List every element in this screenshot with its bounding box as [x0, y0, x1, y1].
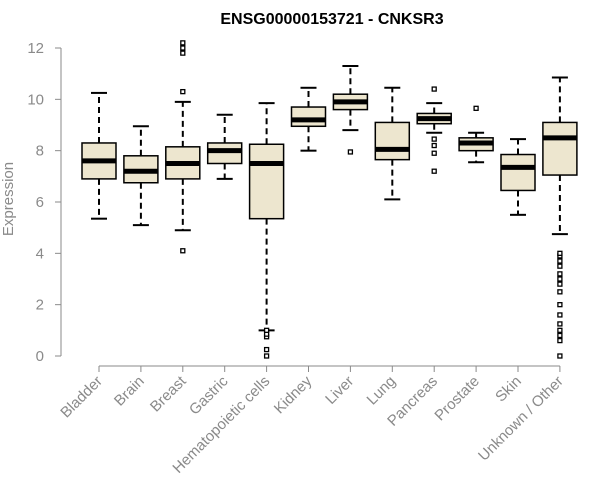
y-tick-label: 12 — [27, 40, 44, 57]
outlier-point — [431, 142, 437, 149]
iqr-box — [290, 106, 327, 128]
x-tick-label: Bladder — [57, 373, 106, 422]
y-tick-label: 10 — [27, 91, 44, 108]
outlier-point — [557, 276, 563, 282]
y-tick-label: 6 — [36, 194, 44, 211]
outlier-point — [263, 346, 270, 353]
outlier-point — [473, 105, 479, 111]
y-tick-label: 8 — [36, 143, 44, 160]
x-tick-label: Kidney — [271, 372, 316, 417]
box-prostate — [458, 105, 494, 164]
outlier-point — [347, 149, 354, 155]
x-tick-label: Liver — [322, 373, 357, 408]
x-tick-label: Breast — [147, 372, 190, 415]
y-tick-label: 4 — [36, 245, 44, 262]
outlier-point — [263, 353, 270, 359]
outlier-point — [557, 327, 563, 333]
box-hematopoietic-cells — [248, 102, 285, 359]
outlier-point — [557, 258, 563, 264]
outlier-point — [180, 40, 186, 46]
box-skin — [500, 138, 536, 216]
iqr-box — [542, 121, 578, 176]
outlier-point — [431, 168, 437, 174]
outlier-point — [557, 281, 563, 287]
outlier-point — [557, 263, 563, 269]
outlier-point — [557, 302, 563, 308]
x-tick-label: Skin — [492, 373, 525, 406]
x-tick-label: Prostate — [431, 373, 483, 425]
x-tick-label: Lung — [364, 373, 400, 409]
outlier-point — [557, 321, 563, 327]
outlier-point — [557, 353, 563, 359]
outlier-point — [557, 271, 563, 277]
box-liver — [332, 64, 369, 155]
box-unknown-other — [542, 76, 578, 359]
box-kidney — [290, 86, 327, 152]
outlier-point — [431, 86, 437, 92]
box-brain — [123, 125, 159, 227]
outlier-point — [263, 327, 270, 333]
boxes-group — [81, 40, 578, 359]
outlier-point — [557, 332, 563, 339]
iqr-box — [500, 153, 536, 192]
iqr-box — [206, 142, 243, 165]
outlier-point — [431, 136, 437, 142]
chart-title: ENSG00000153721 - CNKSR3 — [220, 11, 443, 28]
y-tick-label: 2 — [36, 297, 44, 314]
box-pancreas — [416, 86, 452, 174]
x-tick-label: Brain — [111, 373, 148, 410]
box-bladder — [81, 91, 117, 220]
outlier-point — [557, 337, 563, 344]
outlier-point — [557, 250, 563, 256]
outlier-point — [431, 150, 437, 156]
iqr-box — [248, 143, 285, 220]
outlier-point — [557, 289, 563, 295]
outlier-point — [180, 248, 186, 254]
y-tick-label: 0 — [36, 348, 44, 365]
box-lung — [374, 86, 411, 201]
outlier-point — [180, 50, 186, 56]
iqr-box — [374, 121, 411, 161]
outlier-point — [180, 88, 186, 95]
outlier-point — [557, 312, 563, 318]
y-axis: 0 2 4 6 8 10 12 — [27, 40, 62, 365]
y-axis-label: Expression — [0, 162, 17, 236]
outlier-point — [180, 45, 186, 51]
box-gastric — [206, 113, 243, 180]
box-breast — [165, 40, 201, 254]
